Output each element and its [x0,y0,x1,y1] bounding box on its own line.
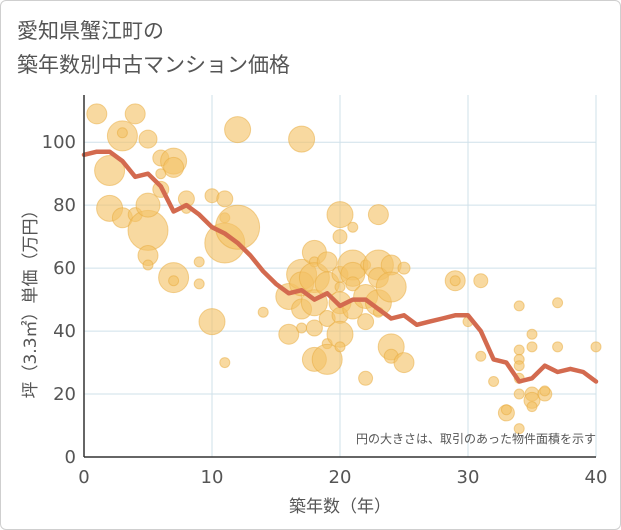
data-bubble [358,370,374,386]
data-bubble [347,221,359,233]
data-bubble [198,308,226,336]
data-bubble [86,103,108,125]
y-tick-label: 20 [53,384,76,405]
data-bubble [163,156,185,178]
chart-title: 愛知県蟹江町の 築年数別中古マンション価格 [17,14,290,82]
data-bubble [334,281,346,293]
data-bubble [513,360,525,372]
data-bubble [278,323,300,345]
data-bubble [257,306,269,318]
bubble-size-note: 円の大きさは、取引のあった物件面積を示す [356,431,596,446]
data-bubble [216,190,234,208]
bubble-layer [86,103,602,435]
average-price-line [81,149,599,384]
data-bubble [224,116,252,144]
chart-title-line2: 築年数別中古マンション価格 [17,53,290,77]
data-bubble [334,341,346,353]
x-tick-label: 20 [329,467,352,488]
chart-title-line1: 愛知県蟹江町の [17,19,164,43]
data-bubble [311,343,343,375]
data-bubble [552,297,564,309]
x-tick-label: 0 [78,467,89,488]
trend-line-layer [81,149,599,384]
data-bubble [155,168,167,180]
data-bubble [357,313,375,331]
data-bubble [513,344,525,356]
data-bubble [367,204,389,226]
data-bubble [116,127,128,139]
data-bubble [345,276,361,292]
data-bubble [142,259,154,271]
axes-layer [83,95,596,458]
data-bubble [219,357,231,369]
data-bubble [552,341,564,353]
y-axis-title: 坪（3.3㎡）単価（万円） [21,201,41,398]
data-bubble [397,261,411,275]
data-bubble [193,256,205,268]
data-bubble [526,341,538,353]
data-bubble [488,375,500,387]
data-bubble [193,278,205,290]
data-bubble [473,273,489,289]
data-bubble [326,201,354,229]
data-bubble [475,350,487,362]
data-bubble [590,341,602,353]
data-bubble [375,271,407,303]
x-axis-title: 築年数（年） [289,497,391,517]
data-bubble [526,328,538,340]
x-tick-label: 40 [585,467,608,488]
y-tick-label: 40 [53,321,76,342]
x-tick-label: 10 [201,467,224,488]
x-tick-label: 30 [457,467,480,488]
data-bubble [138,129,158,149]
data-bubble [288,125,316,153]
data-bubble [539,385,551,397]
data-bubble [500,404,512,416]
data-bubble [94,155,126,187]
data-bubble [332,229,348,245]
y-tick-label: 60 [53,258,76,279]
y-tick-label: 100 [42,132,76,153]
tick-labels: 0 10 20 30 40 0 20 40 60 80 100 [42,132,608,488]
data-bubble [513,300,525,312]
y-tick-label: 0 [65,447,76,468]
data-bubble [296,322,308,334]
data-bubble [168,275,180,287]
data-bubble [449,275,461,287]
data-bubble [513,388,525,400]
data-bubble [305,319,323,337]
y-tick-label: 80 [53,195,76,216]
data-bubble [135,192,161,218]
data-bubble [526,401,538,413]
data-bubble [393,352,415,374]
data-bubble [124,103,146,125]
data-bubble [513,423,525,435]
